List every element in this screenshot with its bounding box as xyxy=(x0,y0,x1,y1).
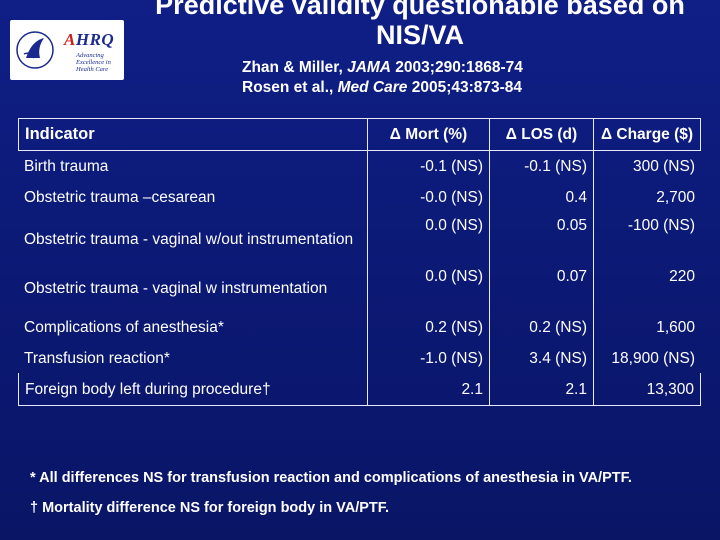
table-row: Obstetric trauma –cesarean -0.0 (NS) 0.4… xyxy=(18,181,701,213)
los-cell: 3.4 (NS) xyxy=(490,343,594,373)
charge-cell: -100 (NS) xyxy=(627,217,695,234)
mortality-cell: 0.2 (NS) xyxy=(368,311,490,343)
footnote: † Mortality difference NS for foreign bo… xyxy=(30,500,390,516)
references: Zhan & Miller, JAMA 2003;290:1868-74 Ros… xyxy=(242,58,523,98)
reference-details: 2003;290:1868-74 xyxy=(391,59,523,76)
header-mortality: Δ Mort (%) xyxy=(368,118,490,151)
mortality-cell: -0.1 (NS) xyxy=(368,151,490,181)
mortality-cell: -0.0 (NS) xyxy=(368,181,490,213)
table-row: Complications of anesthesia* 0.2 (NS) 0.… xyxy=(18,311,701,343)
los-cell: 0.2 (NS) xyxy=(490,311,594,343)
table-row: Transfusion reaction* -1.0 (NS) 3.4 (NS)… xyxy=(18,343,701,373)
indicator-table: Indicator Δ Mort (%) Δ LOS (d) Δ Charge … xyxy=(18,118,701,406)
charge-cell: 2,700 xyxy=(656,188,695,206)
reference-line: Zhan & Miller, JAMA 2003;290:1868-74 xyxy=(242,58,523,78)
ahrq-wordmark: AHRQ xyxy=(64,30,115,49)
table-row: Obstetric trauma - vaginal w instrumenta… xyxy=(18,265,701,311)
indicator-cell: Obstetric trauma - vaginal w instrumenta… xyxy=(18,265,368,311)
mortality-cell: 0.0 (NS) xyxy=(368,213,490,265)
los-cell: -0.1 (NS) xyxy=(490,151,594,181)
indicator-cell: Obstetric trauma –cesarean xyxy=(18,181,368,213)
reference-journal: JAMA xyxy=(347,59,391,76)
footnote: * All differences NS for transfusion rea… xyxy=(30,470,632,486)
los-cell: 0.07 xyxy=(490,265,594,311)
logo-tagline: Advancing Excellence in Health Care xyxy=(76,52,111,73)
los-cell: 2.1 xyxy=(490,373,594,406)
table-row: Birth trauma -0.1 (NS) -0.1 (NS) 300 (NS… xyxy=(18,151,701,181)
reference-line: Rosen et al., Med Care 2005;43:873-84 xyxy=(242,78,523,98)
charge-cell: 13,300 xyxy=(594,373,701,406)
slide-title: Predictive validity questionable based o… xyxy=(155,0,685,50)
indicator-cell: Obstetric trauma - vaginal w/out instrum… xyxy=(18,213,368,265)
los-cell: 0.05 xyxy=(490,213,594,265)
indicator-cell: Foreign body left during procedure† xyxy=(18,373,368,406)
table-row: Obstetric trauma - vaginal w/out instrum… xyxy=(18,213,701,265)
charge-cell: 220 xyxy=(669,268,695,285)
charge-cell: 300 (NS) xyxy=(632,157,695,175)
reference-journal: Med Care xyxy=(337,79,408,96)
hhs-eagle-icon xyxy=(16,31,54,69)
table-header-row: Indicator Δ Mort (%) Δ LOS (d) Δ Charge … xyxy=(18,118,701,151)
header-charge: Δ Charge ($) xyxy=(594,118,701,151)
mortality-cell: -1.0 (NS) xyxy=(368,343,490,373)
header-los: Δ LOS (d) xyxy=(490,118,594,151)
reference-authors: Rosen et al., xyxy=(242,79,338,96)
reference-authors: Zhan & Miller, xyxy=(242,59,348,76)
reference-details: 2005;43:873-84 xyxy=(407,79,523,96)
indicator-cell: Transfusion reaction* xyxy=(18,343,368,373)
mortality-cell: 2.1 xyxy=(368,373,490,406)
charge-cell: 1,600 xyxy=(656,318,695,336)
table-row: Foreign body left during procedure† 2.1 … xyxy=(18,373,701,406)
charge-cell: 18,900 (NS) xyxy=(611,349,695,367)
indicator-cell: Complications of anesthesia* xyxy=(18,311,368,343)
los-cell: 0.4 xyxy=(490,181,594,213)
indicator-cell: Birth trauma xyxy=(18,151,368,181)
header-indicator: Indicator xyxy=(18,118,368,151)
ahrq-logo: AHRQ Advancing Excellence in Health Care xyxy=(10,20,124,80)
mortality-cell: 0.0 (NS) xyxy=(368,265,490,311)
footnotes: * All differences NS for transfusion rea… xyxy=(30,470,710,530)
